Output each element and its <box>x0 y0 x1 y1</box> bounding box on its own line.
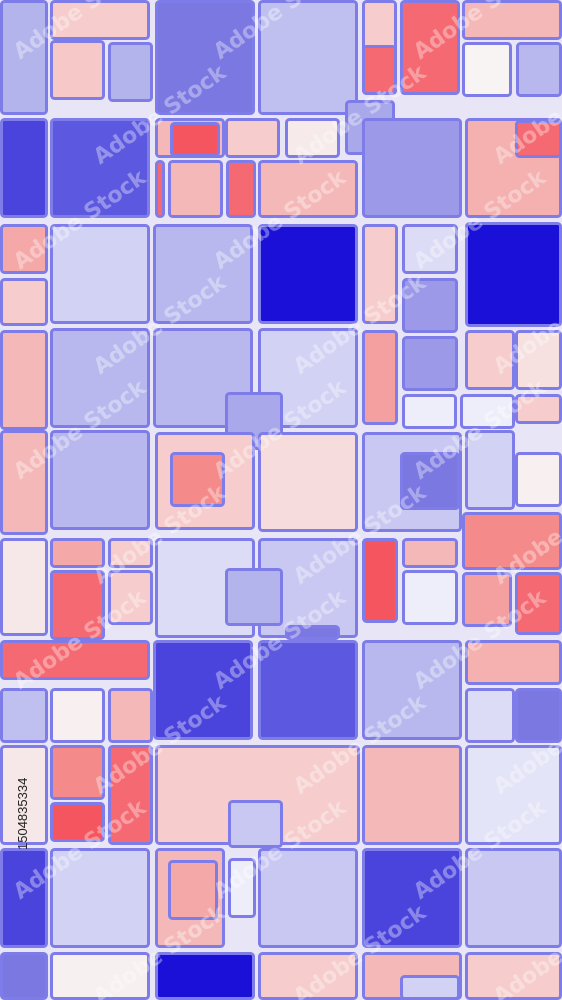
tile <box>258 952 358 1000</box>
tile <box>0 952 48 1000</box>
tile <box>50 802 105 842</box>
tile <box>0 278 48 326</box>
tile <box>285 625 340 640</box>
tile <box>0 224 48 274</box>
tile <box>258 432 358 532</box>
image-id: 1504835334 <box>15 778 30 850</box>
tile <box>362 45 397 95</box>
tile <box>50 118 150 218</box>
tile <box>226 160 256 218</box>
tile <box>168 860 218 920</box>
tile <box>362 330 398 425</box>
tile <box>0 430 48 535</box>
tile <box>258 640 358 740</box>
tile <box>402 336 458 391</box>
tile <box>515 120 562 158</box>
tile <box>155 952 255 1000</box>
tile <box>108 570 153 625</box>
tile <box>258 0 358 115</box>
tile <box>50 224 150 324</box>
tile <box>462 42 512 97</box>
tile <box>50 688 105 743</box>
tile <box>168 160 223 218</box>
tile <box>400 975 460 1000</box>
tile <box>228 800 283 848</box>
tile <box>170 122 220 157</box>
tile <box>50 848 150 948</box>
tile <box>0 688 48 743</box>
tile <box>465 330 515 390</box>
tile <box>50 40 105 100</box>
tile <box>50 430 150 530</box>
tile <box>402 278 458 333</box>
tile <box>50 952 150 1000</box>
tile <box>50 538 105 568</box>
tile <box>50 0 150 40</box>
tile <box>465 640 562 685</box>
tile <box>402 570 458 625</box>
tile <box>0 848 48 948</box>
tile <box>402 224 458 274</box>
tile <box>50 328 150 428</box>
tile <box>225 568 283 626</box>
tile <box>462 512 562 570</box>
tile <box>155 0 255 115</box>
tile <box>0 538 48 636</box>
tile <box>108 538 153 568</box>
tile <box>515 452 562 507</box>
tile <box>465 745 562 845</box>
tile <box>258 328 358 428</box>
tile <box>402 394 457 429</box>
tile <box>400 452 460 510</box>
tile <box>0 0 48 115</box>
tile <box>400 0 460 95</box>
tile <box>465 430 515 510</box>
tile <box>362 745 462 845</box>
tile <box>515 688 562 743</box>
tile <box>460 394 515 429</box>
tile <box>108 688 153 743</box>
tile <box>362 848 462 948</box>
tile <box>258 160 358 218</box>
tile <box>0 118 48 218</box>
tile <box>285 118 340 158</box>
tile <box>50 570 105 640</box>
tile <box>0 330 48 430</box>
tile <box>153 224 253 324</box>
tile <box>462 0 562 40</box>
tile <box>362 118 462 218</box>
tile <box>108 745 153 845</box>
tile <box>465 848 562 948</box>
tile <box>515 572 562 635</box>
tile <box>258 224 358 324</box>
tile <box>228 858 256 918</box>
tile <box>225 118 280 158</box>
tile <box>153 640 253 740</box>
tile <box>362 640 462 740</box>
tile <box>465 952 562 1000</box>
tile <box>516 42 562 97</box>
tile <box>0 745 48 845</box>
tile <box>0 640 150 680</box>
tile <box>170 452 225 507</box>
tile <box>362 538 398 623</box>
tile <box>515 394 562 424</box>
tile <box>462 572 512 627</box>
tile <box>50 745 105 800</box>
tile <box>108 42 153 102</box>
tile <box>515 330 562 390</box>
tile <box>155 160 165 218</box>
tile <box>362 224 398 324</box>
tile <box>402 538 458 568</box>
tile <box>465 688 515 743</box>
tile <box>465 222 562 327</box>
tile <box>258 848 358 948</box>
